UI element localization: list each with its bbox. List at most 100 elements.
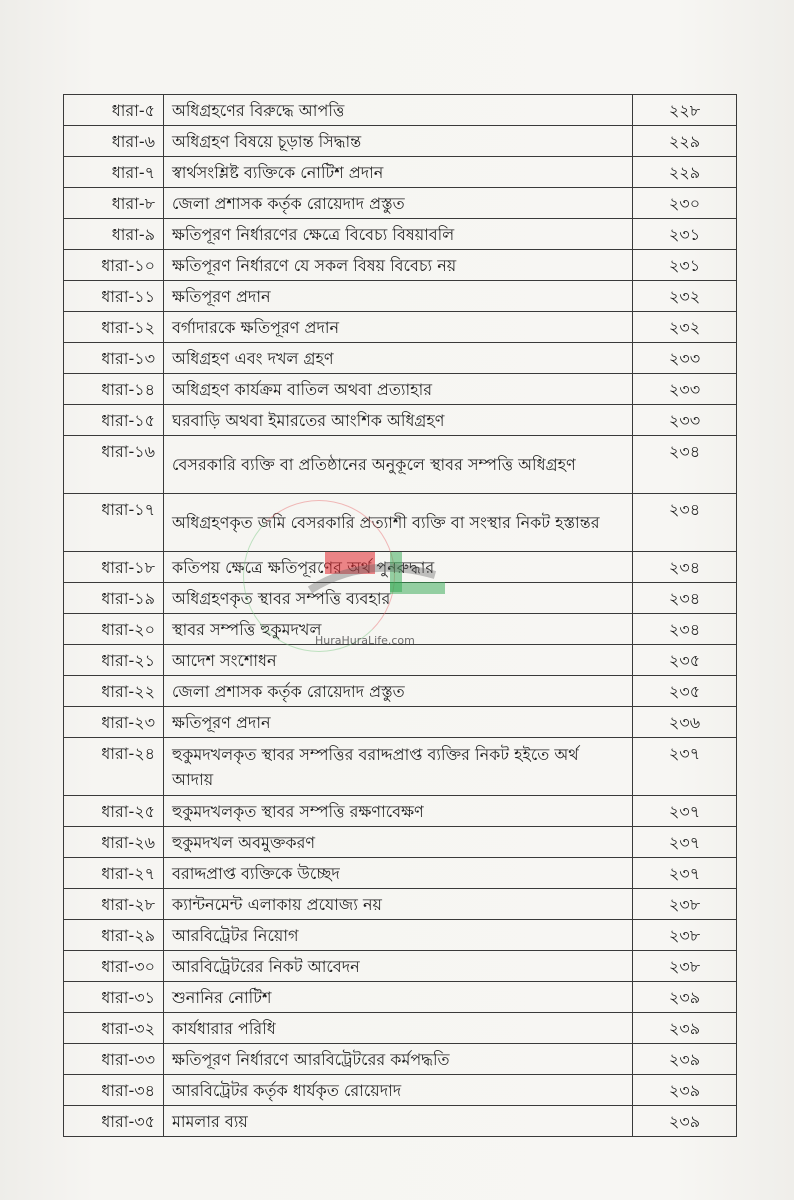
toc-row: ধারা-৩৩ ক্ষতিপূরণ নির্ধারণে আরবিট্রেটরের …: [63, 1043, 737, 1075]
section-number: ধারা-৫: [63, 94, 164, 126]
page-number: ২৩৬: [632, 706, 737, 738]
section-number: ধারা-৩৩: [63, 1043, 164, 1075]
toc-row: ধারা-১৩ অধিগ্রহণ এবং দখল গ্রহণ ২৩৩: [63, 342, 737, 374]
toc-row: ধারা-৬ অধিগ্রহণ বিষয়ে চূড়ান্ত সিদ্ধান্ত…: [63, 125, 737, 157]
page-number: ২৩১: [632, 218, 737, 250]
section-number: ধারা-১৩: [63, 342, 164, 374]
toc-row: ধারা-২৫ হুকুমদখলকৃত স্থাবর সম্পত্তি রক্ষণ…: [63, 795, 737, 827]
section-number: ধারা-২৯: [63, 919, 164, 951]
section-number: ধারা-৩৫: [63, 1105, 164, 1137]
toc-row: ধারা-৩৫ মামলার ব্যয় ২৩৯: [63, 1105, 737, 1137]
section-title: হুকুমদখলকৃত স্থাবর সম্পত্তির বরাদ্দপ্রাপ…: [163, 737, 633, 796]
section-number: ধারা-২৩: [63, 706, 164, 738]
section-number: ধারা-১৯: [63, 582, 164, 614]
toc-row: ধারা-৩১ শুনানির নোটিশ ২৩৯: [63, 981, 737, 1013]
page-number: ২৩১: [632, 249, 737, 281]
section-title: আরবিট্রেটর কর্তৃক ধার্যকৃত রোয়েদাদ: [163, 1074, 633, 1106]
toc-row: ধারা-২৬ হুকুমদখল অবমুক্তকরণ ২৩৭: [63, 826, 737, 858]
toc-row: ধারা-২৮ ক্যান্টনমেন্ট এলাকায় প্রযোজ্য নয…: [63, 888, 737, 920]
toc-row: ধারা-২২ জেলা প্রশাসক কর্তৃক রোয়েদাদ প্রস…: [63, 675, 737, 707]
section-number: ধারা-৮: [63, 187, 164, 219]
section-title: অধিগ্রহণকৃত জমি বেসরকারি প্রত্যাশী ব্যক্…: [163, 493, 633, 552]
section-number: ধারা-৩০: [63, 950, 164, 982]
section-number: ধারা-১৬: [63, 435, 164, 494]
page-number: ২২৮: [632, 94, 737, 126]
section-title: অধিগ্রহণ বিষয়ে চূড়ান্ত সিদ্ধান্ত: [163, 125, 633, 157]
section-title: হুকুমদখল অবমুক্তকরণ: [163, 826, 633, 858]
section-title: স্থাবর সম্পত্তি হুকুমদখল: [163, 613, 633, 645]
toc-row: ধারা-২৩ ক্ষতিপূরণ প্রদান ২৩৬: [63, 706, 737, 738]
toc-row: ধারা-১৬ বেসরকারি ব্যক্তি বা প্রতিষ্ঠানের …: [63, 435, 737, 494]
section-title: ঘরবাড়ি অথবা ইমারতের আংশিক অধিগ্রহণ: [163, 404, 633, 436]
section-title: ক্ষতিপূরণ নির্ধারণের ক্ষেত্রে বিবেচ্য বি…: [163, 218, 633, 250]
toc-row: ধারা-৯ ক্ষতিপূরণ নির্ধারণের ক্ষেত্রে বিবে…: [63, 218, 737, 250]
section-number: ধারা-১৮: [63, 551, 164, 583]
section-title: আরবিট্রেটর নিয়োগ: [163, 919, 633, 951]
section-number: ধারা-১১: [63, 280, 164, 312]
section-title: হুকুমদখলকৃত স্থাবর সম্পত্তি রক্ষণাবেক্ষণ: [163, 795, 633, 827]
page-number: ২৩৪: [632, 435, 737, 494]
section-number: ধারা-২৭: [63, 857, 164, 889]
section-title: কতিপয় ক্ষেত্রে ক্ষতিপূরণের অর্থ পুনরুদ্…: [163, 551, 633, 583]
toc-row: ধারা-১৮ কতিপয় ক্ষেত্রে ক্ষতিপূরণের অর্থ …: [63, 551, 737, 583]
toc-row: ধারা-২৪ হুকুমদখলকৃত স্থাবর সম্পত্তির বরাদ…: [63, 737, 737, 796]
page-number: ২৩৪: [632, 582, 737, 614]
section-number: ধারা-২৬: [63, 826, 164, 858]
page-number: ২৩৮: [632, 950, 737, 982]
page-number: ২৩৭: [632, 857, 737, 889]
section-number: ধারা-৬: [63, 125, 164, 157]
section-title: ক্ষতিপূরণ নির্ধারণে আরবিট্রেটরের কর্মপদ্…: [163, 1043, 633, 1075]
section-number: ধারা-১৭: [63, 493, 164, 552]
page-number: ২২৯: [632, 156, 737, 188]
page-number: ২৩২: [632, 280, 737, 312]
toc-row: ধারা-৭ স্বার্থসংশ্লিষ্ট ব্যক্তিকে নোটিশ প…: [63, 156, 737, 188]
page-number: ২৩৩: [632, 404, 737, 436]
toc-row: ধারা-৫ অধিগ্রহণের বিরুদ্ধে আপত্তি ২২৮: [63, 94, 737, 126]
section-title: বরাদ্দপ্রাপ্ত ব্যক্তিকে উচ্ছেদ: [163, 857, 633, 889]
section-title: আদেশ সংশোধন: [163, 644, 633, 676]
section-number: ধারা-১০: [63, 249, 164, 281]
section-title: অধিগ্রহণের বিরুদ্ধে আপত্তি: [163, 94, 633, 126]
section-title: ক্ষতিপূরণ প্রদান: [163, 706, 633, 738]
page-number: ২৩৪: [632, 493, 737, 552]
section-number: ধারা-১২: [63, 311, 164, 343]
section-title: জেলা প্রশাসক কর্তৃক রোয়েদাদ প্রস্তুত: [163, 187, 633, 219]
section-number: ধারা-২০: [63, 613, 164, 645]
toc-row: ধারা-১০ ক্ষতিপূরণ নির্ধারণে যে সকল বিষয় …: [63, 249, 737, 281]
page-number: ২৩৭: [632, 826, 737, 858]
page-number: ২৩৯: [632, 1105, 737, 1137]
page-number: ২৩৮: [632, 888, 737, 920]
page-number: ২৩৯: [632, 1012, 737, 1044]
toc-row: ধারা-১২ বর্গাদারকে ক্ষতিপূরণ প্রদান ২৩২: [63, 311, 737, 343]
section-number: ধারা-২২: [63, 675, 164, 707]
section-number: ধারা-৩২: [63, 1012, 164, 1044]
section-number: ধারা-২৫: [63, 795, 164, 827]
page-number: ২৩২: [632, 311, 737, 343]
toc-row: ধারা-১১ ক্ষতিপূরণ প্রদান ২৩২: [63, 280, 737, 312]
section-number: ধারা-৯: [63, 218, 164, 250]
toc-row: ধারা-৩৪ আরবিট্রেটর কর্তৃক ধার্যকৃত রোয়েদ…: [63, 1074, 737, 1106]
section-title: স্বার্থসংশ্লিষ্ট ব্যক্তিকে নোটিশ প্রদান: [163, 156, 633, 188]
section-title: বেসরকারি ব্যক্তি বা প্রতিষ্ঠানের অনুকূলে…: [163, 435, 633, 494]
page-number: ২৩৪: [632, 613, 737, 645]
toc-row: ধারা-৮ জেলা প্রশাসক কর্তৃক রোয়েদাদ প্রস্…: [63, 187, 737, 219]
section-title: অধিগ্রহণ এবং দখল গ্রহণ: [163, 342, 633, 374]
section-title: ক্ষতিপূরণ নির্ধারণে যে সকল বিষয় বিবেচ্য…: [163, 249, 633, 281]
section-number: ধারা-২১: [63, 644, 164, 676]
page-number: ২৩৩: [632, 342, 737, 374]
toc-row: ধারা-৩০ আরবিট্রেটরের নিকট আবেদন ২৩৮: [63, 950, 737, 982]
toc-row: ধারা-১৫ ঘরবাড়ি অথবা ইমারতের আংশিক অধিগ্র…: [63, 404, 737, 436]
page-number: ২৩৯: [632, 1043, 737, 1075]
table-of-contents: ধারা-৫ অধিগ্রহণের বিরুদ্ধে আপত্তি ২২৮ ধারা-…: [63, 94, 737, 1137]
page-number: ২৩৯: [632, 981, 737, 1013]
toc-row: ধারা-২১ আদেশ সংশোধন ২৩৫: [63, 644, 737, 676]
section-number: ধারা-৩৪: [63, 1074, 164, 1106]
section-title: শুনানির নোটিশ: [163, 981, 633, 1013]
page-number: ২৩৫: [632, 644, 737, 676]
page-number: ২৩৯: [632, 1074, 737, 1106]
toc-row: ধারা-২৭ বরাদ্দপ্রাপ্ত ব্যক্তিকে উচ্ছেদ ২৩৭: [63, 857, 737, 889]
toc-row: ধারা-১৯ অধিগ্রহণকৃত স্থাবর সম্পত্তি ব্যবহ…: [63, 582, 737, 614]
page-number: ২২৯: [632, 125, 737, 157]
page-number: ২৩৭: [632, 795, 737, 827]
toc-row: ধারা-২০ স্থাবর সম্পত্তি হুকুমদখল ২৩৪: [63, 613, 737, 645]
